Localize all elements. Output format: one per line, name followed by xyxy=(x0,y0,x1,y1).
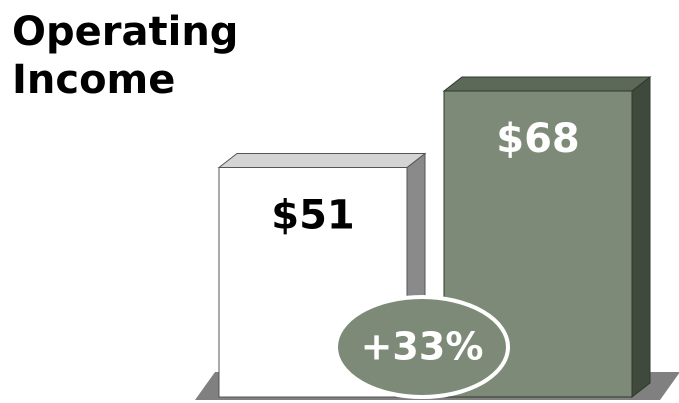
annotation-bubble xyxy=(334,295,510,399)
bar-side xyxy=(631,75,651,399)
bar-top xyxy=(217,153,427,168)
value-label: $68 xyxy=(496,116,580,162)
annotation: +33% xyxy=(361,325,484,369)
chart-title: Operating Income xyxy=(12,9,239,103)
value-label: $51 xyxy=(271,193,355,239)
bar-top xyxy=(442,76,652,92)
